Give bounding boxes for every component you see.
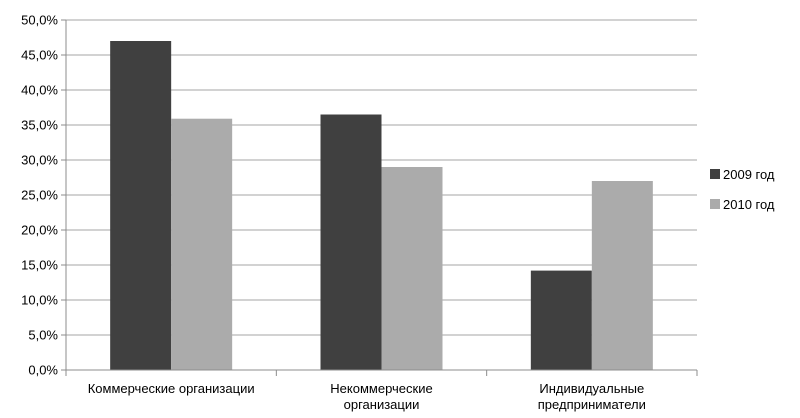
y-tick-label: 35,0% <box>21 118 58 133</box>
legend-swatch <box>710 169 720 179</box>
bar-2009-2 <box>530 270 592 370</box>
x-category-label: Коммерческие организации <box>88 381 255 396</box>
y-tick-label: 10,0% <box>21 293 58 308</box>
bar-2010-2 <box>591 181 653 370</box>
y-tick-label: 40,0% <box>21 83 58 98</box>
legend-label: 2010 год <box>723 197 775 212</box>
y-tick-label: 30,0% <box>21 153 58 168</box>
axes <box>61 20 698 376</box>
bar-2009-1 <box>320 114 382 370</box>
y-tick-label: 45,0% <box>21 48 58 63</box>
y-tick-label: 50,0% <box>21 13 58 28</box>
y-tick-label: 0,0% <box>28 363 58 378</box>
x-category-label: организации <box>344 397 420 412</box>
bars <box>110 41 653 370</box>
legend-label: 2009 год <box>723 167 775 182</box>
bar-2010-1 <box>381 167 443 370</box>
y-tick-label: 15,0% <box>21 258 58 273</box>
y-axis-tick-labels: 0,0% 5,0% 10,0% 15,0% 20,0% 25,0% 30,0% 35,0% 40… <box>21 13 58 378</box>
x-axis-category-labels: Коммерческие организации Некоммерческиеор… <box>88 381 646 412</box>
x-category-label: Индивидуальные <box>539 381 644 396</box>
legend: 2009 год 2010 год <box>710 167 775 212</box>
legend-swatch <box>710 199 720 209</box>
bar-2010-0 <box>171 118 233 370</box>
y-tick-label: 20,0% <box>21 223 58 238</box>
y-tick-label: 25,0% <box>21 188 58 203</box>
bar-2009-0 <box>110 41 172 370</box>
x-category-label: предприниматели <box>538 397 646 412</box>
x-category-label: Некоммерческие <box>330 381 432 396</box>
y-tick-label: 5,0% <box>28 328 58 343</box>
